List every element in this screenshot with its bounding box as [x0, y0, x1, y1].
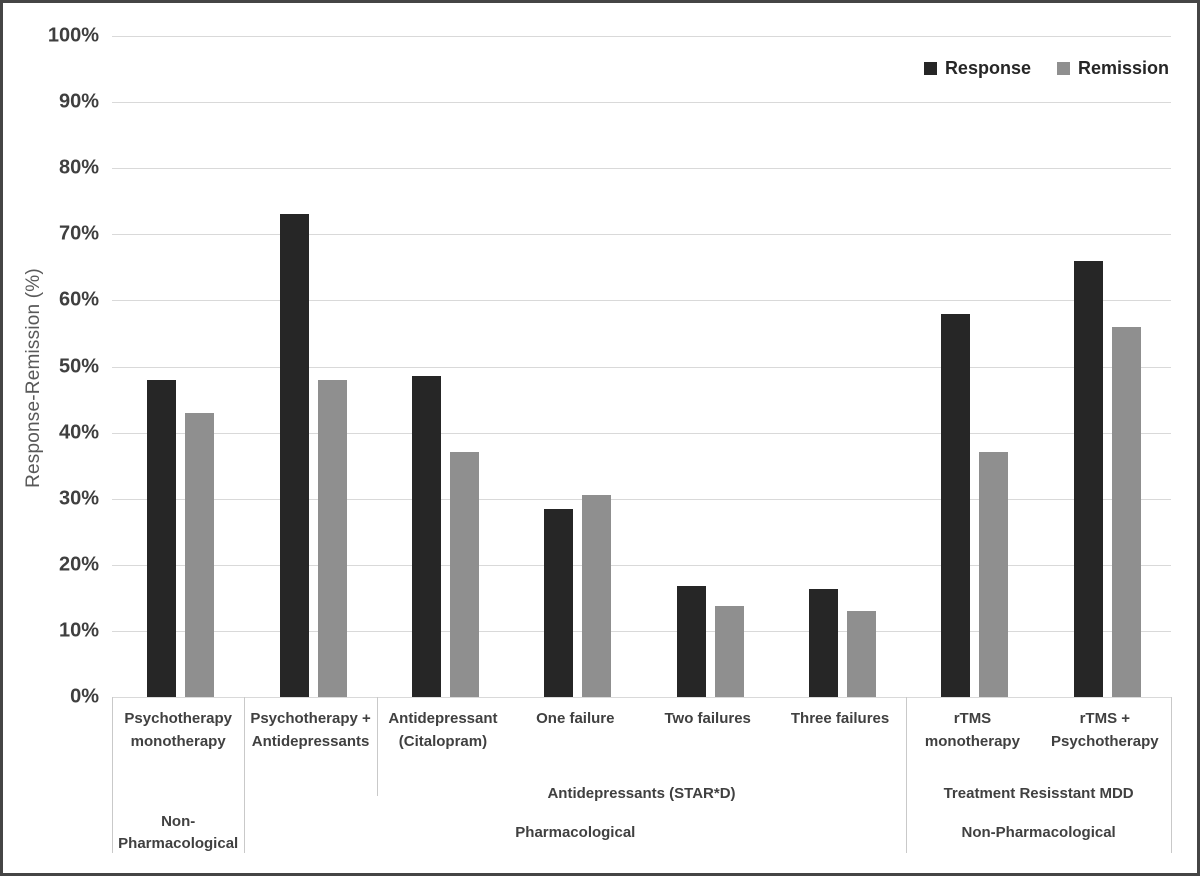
category-label: Three failures: [790, 710, 890, 727]
y-tick-label: 70%: [58, 222, 99, 245]
gridline: [112, 300, 1171, 302]
bar-response-0: [147, 379, 177, 697]
axis-group-label: Non-Pharmacological: [961, 823, 1116, 841]
category-label: Antidepressant (Citalopram): [388, 710, 498, 750]
gridline: [112, 366, 1171, 368]
axis-group-label: Treatment Resisstant MDD: [943, 785, 1134, 802]
bar-response-5: [809, 589, 839, 697]
bar-remission-1: [317, 379, 347, 697]
bar-remission-7: [1111, 326, 1141, 697]
y-tick-label: 20%: [58, 553, 99, 576]
plot-area: Response-Remission (%) Response Remissio…: [3, 3, 1197, 873]
y-tick-label: 90%: [58, 90, 99, 113]
category-label: rTMS + Psychotherapy: [1051, 710, 1159, 750]
axis-group-label: Antidepressants (STAR*D): [547, 785, 736, 802]
bar-remission-2: [449, 452, 479, 697]
bar-remission-4: [714, 606, 744, 697]
axis-divider: [906, 697, 908, 853]
category-label: Psychotherapy monotherapy: [124, 710, 232, 750]
bar-remission-6: [979, 452, 1009, 697]
legend-item-response: Response: [923, 58, 1031, 79]
y-tick-label: 80%: [58, 156, 99, 179]
axis-divider: [376, 697, 378, 796]
axis-divider: [112, 697, 113, 853]
bar-remission-3: [582, 495, 612, 697]
gridline: [112, 630, 1171, 632]
legend-item-remission: Remission: [1056, 58, 1169, 79]
axis-group-label: Pharmacological: [515, 823, 636, 841]
bar-response-6: [941, 313, 971, 697]
gridline: [112, 36, 1171, 37]
y-tick-label: 30%: [58, 487, 99, 510]
response-swatch: [923, 62, 937, 75]
gridline: [112, 234, 1171, 236]
bar-response-3: [544, 508, 574, 697]
category-label: One failure: [536, 710, 615, 727]
category-label: Two failures: [664, 710, 751, 727]
remission-swatch: [1056, 62, 1070, 75]
category-label: Psychotherapy + Antidepressants: [250, 710, 371, 750]
legend: Response Remission: [923, 58, 1169, 79]
y-tick-label: 60%: [58, 288, 99, 311]
gridline: [112, 697, 1171, 698]
bar-response-7: [1073, 260, 1103, 697]
y-tick-label: 10%: [58, 619, 99, 642]
y-tick-label: 100%: [47, 24, 99, 47]
bar-response-4: [676, 585, 706, 697]
bar-response-2: [411, 376, 441, 697]
y-tick-label: 0%: [70, 685, 99, 708]
legend-label-remission: Remission: [1077, 58, 1169, 78]
axis-group-label: Non- Pharmacological: [118, 812, 239, 852]
bar-response-1: [279, 214, 309, 697]
bar-remission-5: [847, 611, 877, 697]
gridline: [112, 102, 1171, 104]
y-tick-label: 50%: [58, 355, 99, 377]
y-tick-label: 40%: [58, 421, 99, 444]
gridline: [112, 498, 1171, 500]
legend-label-response: Response: [944, 58, 1031, 78]
gridline: [112, 168, 1171, 170]
axis-divider: [244, 697, 246, 853]
bar-remission-0: [185, 412, 215, 697]
category-label: rTMS monotherapy: [924, 710, 1020, 750]
gridline: [112, 432, 1171, 434]
gridline: [112, 564, 1171, 566]
axis-divider: [1171, 697, 1172, 853]
